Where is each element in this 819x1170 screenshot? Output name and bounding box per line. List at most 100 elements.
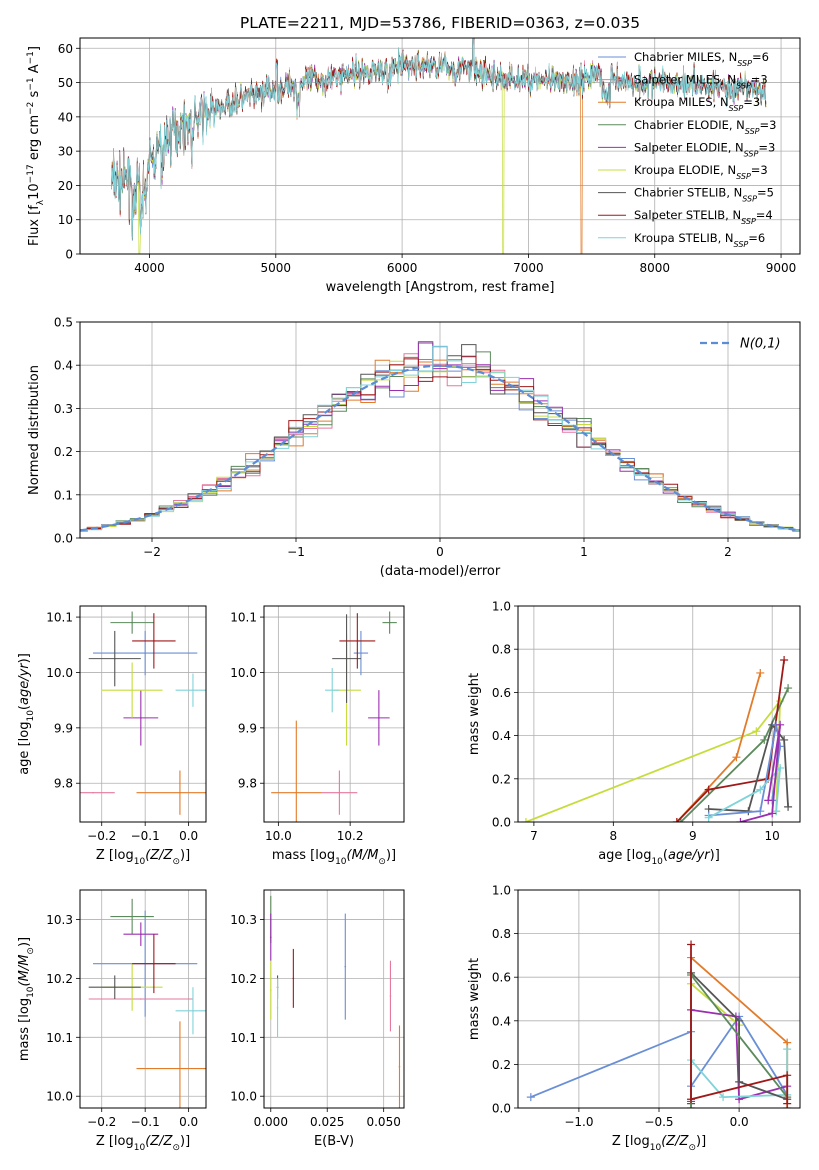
x-tick-label: 6000 [387,261,418,275]
x-tick-label: 10 [765,829,780,843]
point-salpeter-elodie [140,933,142,935]
x-tick-label: 0.000 [254,1115,288,1129]
plot-area [80,341,800,532]
point-chabrier-stelib [113,657,116,660]
plot-area [111,38,767,254]
label-part: 10 [134,1143,146,1153]
y-tick-label: 0 [65,248,73,262]
y-tick-label: 0.6 [492,686,511,700]
x-tick-label: 9 [689,829,697,843]
label-part: Salpeter MILES, N [634,73,736,87]
marker-kroupa-elodie [521,818,530,822]
label-part: Chabrier MILES, N [634,50,737,64]
legend-label-salpeter-elodie: Salpeter ELODIE, NSSP=3 [634,140,775,158]
z-age-panel: −0.2 −0.1 0.09.89.910.010.1Z [log10(Z/Z⊙)]… [17,605,207,867]
errorbar-chabrier-elodie [382,611,397,634]
y-tick-label: 0.4 [54,359,73,373]
point-kroupa-miles [398,1065,401,1068]
label-part: (M/M [17,955,32,987]
y-tick-label: 0.6 [492,971,511,985]
y-tick-label: 0.3 [54,402,73,416]
errorbar-chabrier-miles [93,630,198,676]
label-part: ⊙ [26,947,36,955]
marker-kroupa-stelib [704,813,713,822]
marker-salpeter-stelib [783,1071,792,1080]
label-part: )] [180,1134,190,1149]
x-tick-label: 0.050 [366,1115,400,1129]
weight-line-kroupa-miles [676,672,762,822]
label-part: Z [log [96,1134,134,1149]
y-tick-label: 0.1 [54,488,73,502]
label-part: Kroupa MILES, N [634,95,729,109]
label-part: 10 [134,857,146,867]
x-tick-label: 0.025 [310,1115,344,1129]
label-part: ] [27,46,42,51]
label-part: 10 [27,183,42,200]
label-part: ⊙ [688,1143,696,1153]
plot-area [526,940,792,1108]
z-mass-panel: −0.2 −0.1 0.010.010.110.210.3Z [log10(Z/Z⊙… [17,889,207,1153]
label-part: A [27,64,42,77]
marker-salpeter-elodie [776,720,785,729]
errorbar-salpeter-elodie [123,690,159,746]
point-kroupa-miles [179,791,181,794]
errorbar-kroupa-stelib [325,668,340,713]
label-part: −1 [26,77,36,90]
marker-salpeter-stelib [672,818,681,822]
marker-chabrier-miles [526,1093,535,1102]
label-part: ⊙ [172,857,180,867]
y-tick-label: 10.1 [46,1031,73,1045]
x-tick-label: 0.0 [730,1115,749,1129]
label-part: =3 [751,73,768,87]
errorbar-chabrier-stelib [88,630,141,687]
z-weight-panel: −1.0 −0.5 0.0 0.0 0.2 0.4 0.6 0.8 1.0 Z [log10(Z/… [467,884,801,1153]
errorbar-kroupa-stelib [276,978,279,1038]
label-part: (Z/Z [145,848,173,863]
label-part: =3 [760,118,777,132]
label-part: SSP [736,81,751,90]
errorbar-kroupa-elodie [101,662,163,718]
label-part: age/yr [17,662,32,705]
point-salpeter-miles [338,791,341,794]
x-tick-label: 7000 [513,261,544,275]
point-kroupa-stelib [276,1007,279,1009]
label-part: Flux [f [27,205,42,246]
y-axis-label: Normed distribution [27,365,42,495]
label-part: age [log [598,848,651,863]
point-chabrier-miles [360,652,362,654]
point-kroupa-miles [295,791,298,794]
label-part: ⊙ [378,857,386,867]
y-tick-label: 10.2 [46,972,73,986]
point-chabrier-elodie [131,915,133,918]
label-part: Z [log [612,1134,650,1149]
label-part: SSP [745,126,760,135]
label-part: )] [17,653,32,663]
x-tick-label: 0.0 [179,1115,198,1129]
point-kroupa-elodie [131,689,133,691]
legend: N(0,1) [700,337,781,352]
y-tick-label: 0.2 [492,1058,511,1072]
point-chabrier-elodie [131,621,133,624]
label-part: mass [log [272,848,335,863]
weight-line-salpeter-stelib [690,944,789,1104]
y-tick-label: 0.4 [492,729,511,743]
x-axis-label: Z [log10(Z/Z⊙)] [96,848,190,867]
marker-chabrier-elodie [687,1104,696,1108]
label-part: (Z/Z [145,1134,173,1149]
point-salpeter-elodie [269,936,272,938]
x-axis-label: Z [log10(Z/Z⊙)] [612,1134,706,1153]
normal-curve [80,364,800,532]
axes-frame [517,605,801,823]
mass-age-panel: 10.0 10.2 9.8 9.9 10.0 10.1 mass [log10(M/M⊙)] [230,605,405,867]
label-part: =3 [758,140,775,154]
label-part: 10 [651,857,663,867]
point-salpeter-miles [389,995,392,997]
legend-label-chabrier-miles: Chabrier MILES, NSSP=6 [634,50,769,68]
label-part: =3 [751,163,768,177]
label-part: SSP [741,217,756,226]
point-chabrier-stelib [345,657,348,660]
marker-salpeter-elodie [764,796,773,805]
y-tick-label: 20 [58,179,73,193]
